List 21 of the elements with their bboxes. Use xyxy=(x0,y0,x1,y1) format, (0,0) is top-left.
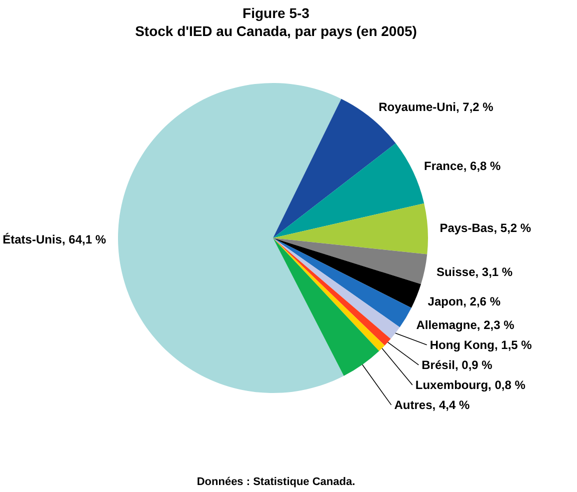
slice-label: Royaume-Uni, 7,2 % xyxy=(378,100,494,114)
slice-label: Brésil, 0,9 % xyxy=(422,358,493,372)
slice-label: Pays-Bas, 5,2 % xyxy=(440,220,532,235)
chart-title: Figure 5-3 xyxy=(242,5,310,21)
text: Données : Statistique Canada. xyxy=(196,476,356,488)
pie-slice xyxy=(118,83,344,393)
pie-slice xyxy=(273,238,380,376)
pie-slice xyxy=(273,238,428,284)
pie-slice xyxy=(273,238,412,328)
slice-label: Luxembourg, 0,8 % xyxy=(415,378,526,392)
slice-label: États-Unis, 64,1 % xyxy=(2,232,106,247)
chart-subtitle: Stock d'IED au Canada, par pays (en 2005) xyxy=(135,23,417,39)
slice-label: Allemagne, 2,3 % xyxy=(416,318,515,332)
slice-label: Japon, 2,6 % xyxy=(428,294,501,308)
slice-label: Autres, 4,4 % xyxy=(394,398,470,412)
pie-slice xyxy=(273,203,428,254)
slice-label: Suisse, 3,1 % xyxy=(436,265,513,280)
pie-slice xyxy=(273,238,421,308)
slice-label: Hong Kong, 1,5 % xyxy=(430,338,532,352)
slice-label: France, 6,8 % xyxy=(424,158,502,173)
pie-slice xyxy=(273,143,424,238)
